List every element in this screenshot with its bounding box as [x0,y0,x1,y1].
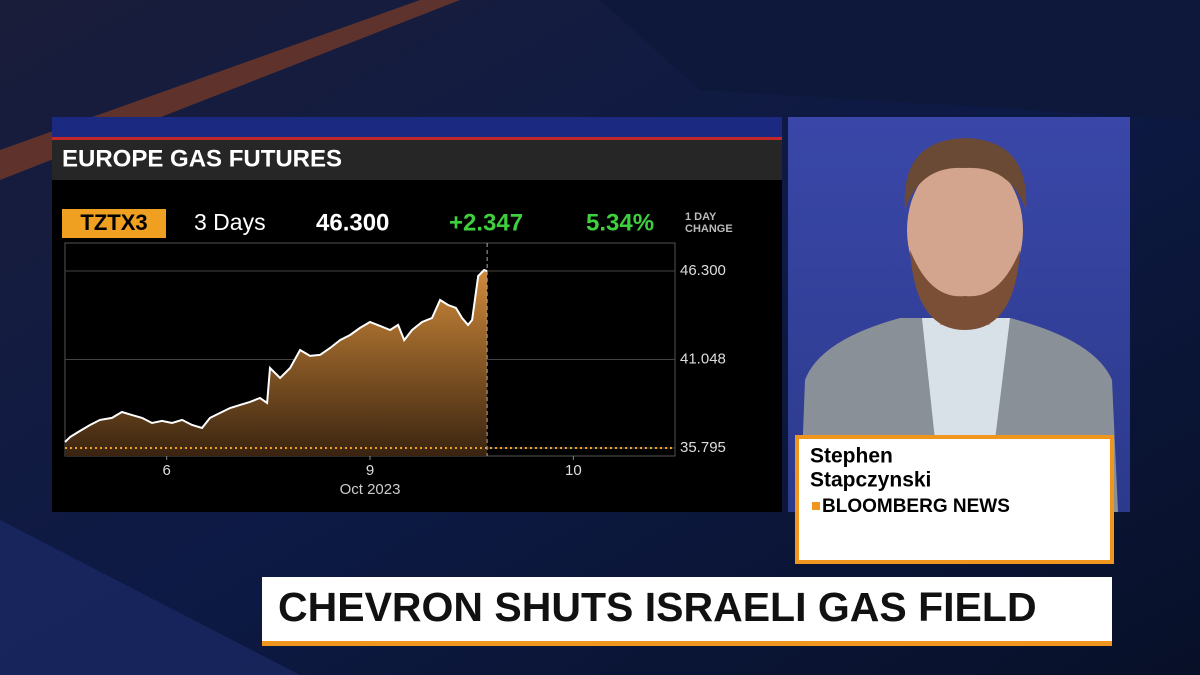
headline: CHEVRON SHUTS ISRAELI GAS FIELD [278,584,1037,630]
face [907,155,1023,305]
headline-accent [262,641,1112,646]
guest-affiliation: BLOOMBERG NEWS [822,496,1010,517]
last-price: 46.300 [316,209,389,236]
y-tick-label: 35.795 [680,439,726,456]
x-tick-label: 10 [565,462,582,479]
decor [0,520,300,675]
chart-title: EUROPE GAS FUTURES [62,145,342,172]
name-card [795,435,1114,564]
change: +2.347 [449,209,523,236]
change-caption: 1 DAY [685,211,717,223]
change-caption: CHANGE [685,223,733,235]
ticker-box [62,209,166,238]
headline-bar [262,577,1112,641]
ticker: TZTX3 [80,210,147,235]
x-axis-title: Oct 2023 [340,481,401,498]
panel-strip [52,117,782,137]
change-pct: 5.34% [586,209,654,236]
y-tick-label: 41.048 [680,350,726,367]
title-bar [52,140,782,180]
shirt [922,318,1010,440]
x-tick-label: 9 [366,462,374,479]
period: 3 Days [194,209,266,235]
guest-name: Stapczynski [810,469,931,492]
panel-accent [52,137,782,140]
y-tick-label: 46.300 [680,262,726,279]
x-tick-label: 6 [162,462,170,479]
beard [910,250,1020,330]
bullet [812,502,820,510]
guest-name: Stephen [810,445,893,468]
decor [600,0,1200,120]
hair [904,138,1027,210]
area [65,270,488,456]
line [64,268,488,443]
